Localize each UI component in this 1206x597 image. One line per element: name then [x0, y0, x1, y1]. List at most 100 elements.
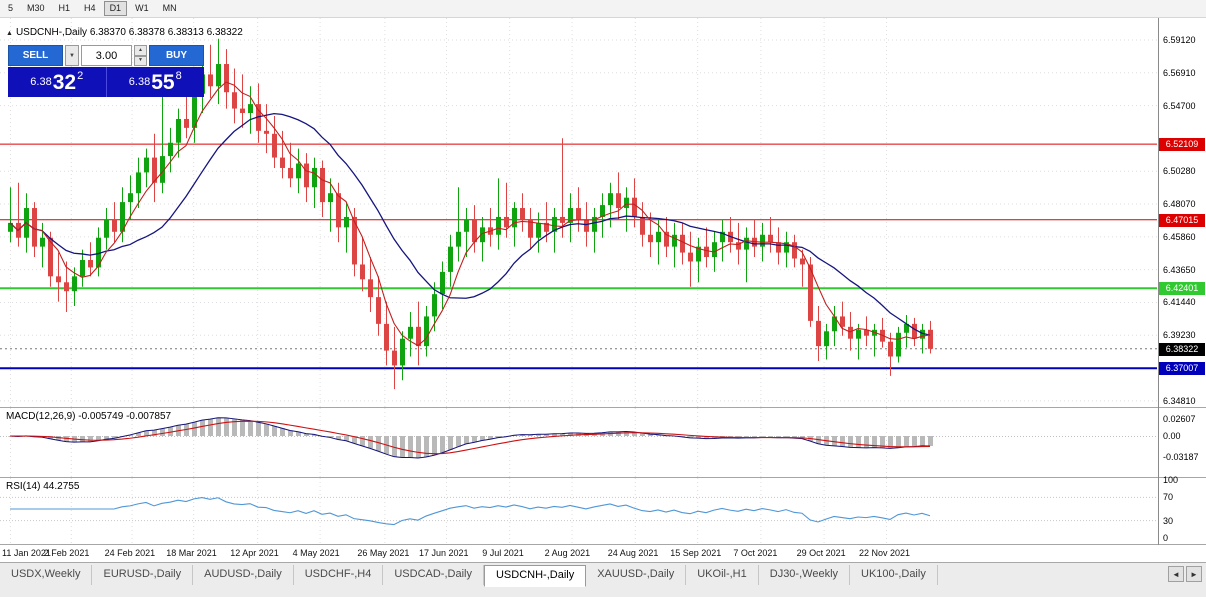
rsi-axis-tick: 70	[1163, 492, 1174, 503]
rsi-axis-tick: 30	[1163, 515, 1174, 526]
date-axis-label: 17 Jun 2021	[419, 548, 469, 558]
date-axis-label: 11 Jan 2021	[2, 548, 51, 558]
volume-increase-button[interactable]: ▲	[134, 45, 147, 56]
price-axis-tick: 6.59120	[1163, 34, 1196, 45]
date-axis-label: 2 Feb 2021	[43, 548, 90, 558]
chart-tab-xauusd-daily[interactable]: XAUUSD-,Daily	[586, 565, 687, 585]
price-axis-tick: 6.54700	[1163, 100, 1196, 111]
chart-tab-uk100-daily[interactable]: UK100-,Daily	[850, 565, 938, 585]
one-click-trade-panel: SELL ▼ ▲ ▼ BUY 6.38 32 2	[8, 45, 204, 97]
chart-tab-audusd-daily[interactable]: AUDUSD-,Daily	[193, 565, 294, 585]
macd-axis-tick: -0.03187	[1163, 452, 1199, 463]
date-axis-label: 15 Sep 2021	[670, 548, 722, 558]
sell-price-pipette: 2	[77, 70, 84, 82]
price-level-badge: 6.47015	[1159, 213, 1205, 227]
sell-price[interactable]: 6.38 32 2	[8, 67, 107, 97]
buy-price-pipette: 8	[175, 70, 182, 82]
price-level-badge: 6.52109	[1159, 138, 1205, 152]
timeframe-button-m30[interactable]: M30	[21, 1, 51, 16]
rsi-chart-svg	[0, 478, 1157, 544]
tab-scroll-controls: ◄ ►	[1164, 563, 1206, 582]
volume-dropdown-button[interactable]: ▼	[65, 45, 79, 66]
chart-tab-eurusd-daily[interactable]: EURUSD-,Daily	[92, 565, 194, 585]
trade-panel-collapse-icon[interactable]: ▲	[6, 30, 13, 37]
chart-tab-usdx-weekly[interactable]: USDX,Weekly	[0, 565, 93, 585]
price-axis-tick: 6.45860	[1163, 231, 1196, 242]
tab-scroll-right-icon[interactable]: ►	[1186, 566, 1202, 582]
date-axis-label: 4 May 2021	[292, 548, 340, 558]
rsi-axis-tick: 0	[1163, 533, 1169, 543]
ohlc-quote: 6.38370 6.38378 6.38313 6.38322	[89, 27, 243, 38]
chart-tab-ukoil-h1[interactable]: UKOil-,H1	[686, 565, 759, 585]
date-axis-label: 9 Jul 2021	[482, 548, 524, 558]
rsi-axis-tick: 100	[1163, 475, 1179, 485]
buy-price-big-digits: 55	[151, 70, 175, 94]
price-axis-tick: 6.43650	[1163, 264, 1196, 275]
price-axis-divider	[1158, 18, 1159, 545]
price-axis-tick: 6.50280	[1163, 166, 1196, 177]
trade-panel-controls: SELL ▼ ▲ ▼ BUY	[8, 45, 204, 66]
buy-price-prefix: 6.38	[128, 76, 151, 88]
horizontal-level-lines	[0, 143, 1157, 370]
chart-tab-dj30-weekly[interactable]: DJ30-,Weekly	[759, 565, 851, 585]
rsi-grid	[0, 478, 1157, 544]
date-axis-label: 22 Nov 2021	[859, 548, 911, 558]
price-chart-svg	[0, 18, 1157, 407]
timeframe-toolbar: 5 M30 H1 H4 D1 W1 MN	[0, 0, 1206, 18]
chart-tab-bar: USDX,Weekly EURUSD-,Daily AUDUSD-,Daily USD…	[0, 562, 1206, 597]
symbol-label: USDCNH-,Daily	[15, 27, 88, 38]
price-axis-tick: 6.39230	[1163, 330, 1196, 341]
macd-lines	[9, 417, 931, 459]
tab-scroll-left-icon[interactable]: ◄	[1168, 566, 1184, 582]
pane-separator[interactable]	[0, 477, 1206, 478]
date-axis-label: 24 Aug 2021	[607, 548, 659, 558]
timeframe-button-d1[interactable]: D1	[103, 1, 128, 16]
volume-input[interactable]	[81, 45, 132, 66]
macd-grid	[0, 408, 1157, 477]
trade-panel-prices: 6.38 32 2 6.38 55 8	[8, 67, 204, 97]
volume-decrease-button[interactable]: ▼	[134, 55, 147, 66]
price-grid	[0, 18, 1157, 407]
pane-separator	[0, 544, 1206, 545]
volume-spinner: ▲ ▼	[134, 45, 147, 66]
sell-button[interactable]: SELL	[8, 45, 63, 66]
chart-legend: ▲ USDCNH-,Daily 6.38370 6.38378 6.38313 6…	[6, 27, 243, 38]
buy-price[interactable]: 6.38 55 8	[107, 67, 205, 97]
price-level-badge: 6.37007	[1159, 362, 1205, 376]
date-axis-label: 29 Oct 2021	[796, 548, 846, 558]
date-axis-label: 12 Apr 2021	[230, 548, 279, 558]
sell-price-prefix: 6.38	[30, 76, 52, 88]
macd-axis-tick: 0.02607	[1163, 413, 1196, 424]
chart-tabs: USDX,Weekly EURUSD-,Daily AUDUSD-,Daily USD…	[0, 563, 1164, 587]
timeframe-button-mn[interactable]: MN	[156, 1, 183, 16]
chart-tab-usdcad-daily[interactable]: USDCAD-,Daily	[383, 565, 484, 585]
timeframe-button-h1[interactable]: H1	[52, 1, 77, 16]
timeframe-button-5[interactable]: 5	[2, 1, 20, 16]
chart-tab-usdcnh-daily[interactable]: USDCNH-,Daily	[483, 565, 587, 587]
chart-tab-usdchf-h4[interactable]: USDCHF-,H4	[294, 565, 384, 585]
rsi-legend: RSI(14) 44.2755	[6, 481, 80, 492]
price-pane[interactable]: ▲ USDCNH-,Daily 6.38370 6.38378 6.38313 6…	[0, 18, 1206, 407]
date-axis-label: 26 May 2021	[357, 548, 410, 558]
macd-pane[interactable]: MACD(12,26,9) -0.005749 -0.007857 0.0260…	[0, 408, 1206, 477]
chart-region: ▲ USDCNH-,Daily 6.38370 6.38378 6.38313 6…	[0, 18, 1206, 562]
moving-average-lines	[9, 81, 931, 347]
date-axis-label: 7 Oct 2021	[733, 548, 778, 558]
macd-legend: MACD(12,26,9) -0.005749 -0.007857	[6, 411, 172, 422]
date-axis-label: 2 Aug 2021	[544, 548, 591, 558]
timeframe-button-h4[interactable]: H4	[78, 1, 102, 16]
price-level-badge: 6.42401	[1159, 282, 1205, 296]
price-axis-tick: 6.48070	[1163, 199, 1196, 210]
price-axis-tick: 6.34810	[1163, 395, 1196, 406]
macd-histogram	[8, 417, 933, 458]
rsi-pane[interactable]: RSI(14) 44.2755 100 70 30 0	[0, 475, 1206, 544]
macd-chart-svg	[0, 408, 1157, 477]
buy-button[interactable]: BUY	[149, 45, 204, 66]
price-level-badge: 6.38322	[1159, 342, 1205, 356]
pane-separator[interactable]	[0, 407, 1206, 408]
sell-price-big-digits: 32	[52, 70, 77, 94]
price-axis-tick: 6.56910	[1163, 67, 1196, 78]
timeframe-button-w1[interactable]: W1	[129, 1, 155, 16]
macd-axis-tick: 0.00	[1163, 431, 1181, 441]
